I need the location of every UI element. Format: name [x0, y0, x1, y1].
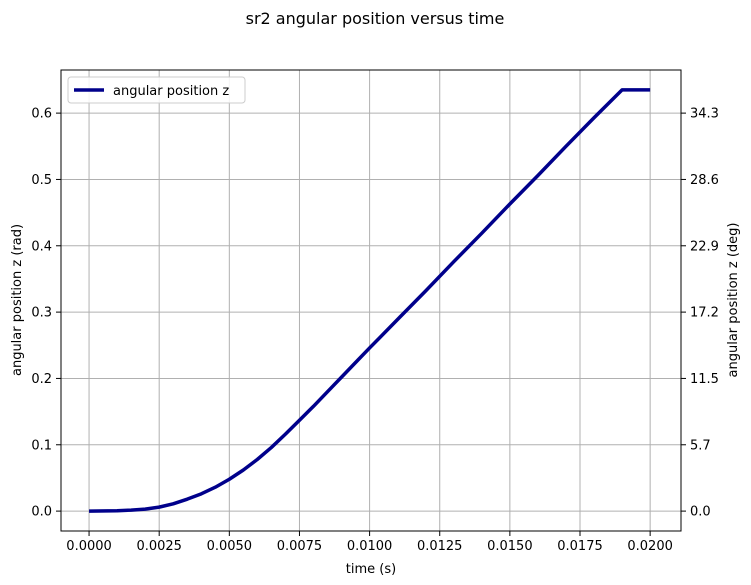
y2-tick-label: 22.9	[690, 239, 719, 254]
y-tick-label: 0.5	[31, 173, 52, 188]
x-tick-label: 0.0025	[136, 539, 182, 554]
y-axis-right-label: angular position z (deg)	[726, 223, 741, 378]
y-axis-right: 0.0 5.7 11.5 17.2 22.9 28.6 34.3	[681, 107, 719, 520]
y-axis-label: angular position z (rad)	[10, 224, 25, 376]
series-line	[89, 88, 651, 513]
y-tick-label: 0.6	[31, 107, 52, 122]
series-layer	[89, 88, 651, 513]
y2-tick-label: 17.2	[690, 306, 719, 321]
x-tick-label: 0.0075	[277, 539, 323, 554]
plot-area	[60, 69, 682, 532]
y-tick-label: 0.4	[31, 239, 52, 254]
legend: angular position z	[67, 76, 246, 104]
y-axis-left: 0.0 0.1 0.2 0.3 0.4 0.5 0.6	[31, 107, 61, 520]
y-tick-label: 0.2	[31, 372, 52, 387]
x-tick-label: 0.0000	[66, 539, 112, 554]
x-tick-label: 0.0050	[207, 539, 253, 554]
y-tick-label: 0.0	[31, 505, 52, 520]
y-tick-label: 0.1	[31, 438, 52, 453]
y2-tick-label: 34.3	[690, 107, 719, 122]
y-tick-label: 0.3	[31, 306, 52, 321]
y2-tick-label: 5.7	[690, 438, 711, 453]
y2-tick-label: 11.5	[690, 372, 719, 387]
legend-label: angular position z	[113, 84, 229, 99]
x-axis: 0.0000 0.0025 0.0050 0.0075 0.0100 0.0125 0.01…	[66, 531, 673, 554]
x-axis-label: time (s)	[346, 562, 396, 577]
x-tick-label: 0.0150	[487, 539, 533, 554]
y2-tick-label: 0.0	[690, 505, 711, 520]
x-tick-label: 0.0175	[557, 539, 603, 554]
x-tick-label: 0.0125	[417, 539, 463, 554]
y2-tick-label: 28.6	[690, 173, 719, 188]
grid	[61, 70, 681, 531]
x-tick-label: 0.0100	[347, 539, 393, 554]
chart-title: sr2 angular position versus time	[246, 9, 505, 28]
x-tick-label: 0.0200	[627, 539, 673, 554]
legend-box	[67, 76, 246, 104]
